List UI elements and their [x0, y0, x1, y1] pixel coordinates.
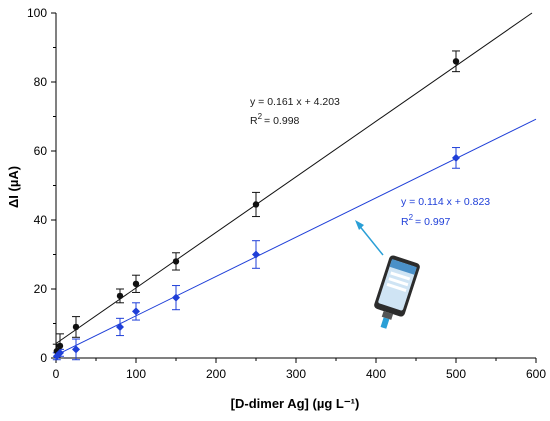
blue-data-point [452, 153, 460, 162]
x-tick-label: 300 [286, 367, 306, 381]
x-axis-ticks: 0 100 200 300 400 500 600 [53, 358, 546, 381]
pointer-arrow [355, 220, 384, 256]
blue-data-point [172, 293, 180, 302]
black-fit-line [55, 12, 533, 344]
black-data-point [116, 292, 124, 300]
blue-data-point [72, 345, 80, 354]
x-tick-label: 500 [446, 367, 466, 381]
blue-fit-equation: y = 0.114 x + 0.823 [401, 196, 490, 208]
smartphone-icon [374, 255, 420, 329]
blue-data-point [56, 348, 64, 357]
black-data-point [72, 323, 80, 331]
data-points [52, 58, 460, 361]
fit-lines [55, 12, 537, 356]
y-tick-label: 100 [27, 6, 47, 20]
black-data-point [172, 258, 180, 265]
blue-data-point [116, 322, 124, 331]
x-tick-label: 200 [206, 367, 226, 381]
blue-data-point [132, 307, 140, 316]
blue-fit-r2: R2 = 0.997 [401, 213, 451, 228]
y-tick-label: 0 [40, 351, 47, 365]
black-data-point [252, 201, 260, 208]
blue-fit-line [55, 118, 537, 356]
black-data-point [56, 342, 64, 350]
black-data-point [132, 280, 140, 288]
y-tick-label: 80 [34, 75, 48, 89]
y-tick-label: 40 [34, 213, 48, 227]
y-axis-label: ΔI (µA) [6, 166, 21, 208]
black-fit-equation: y = 0.161 x + 4.203 [250, 96, 340, 108]
x-tick-label: 100 [126, 367, 146, 381]
black-fit-r2: R2 = 0.998 [250, 112, 300, 127]
axes [55, 13, 536, 359]
x-tick-label: 400 [366, 367, 386, 381]
x-axis-label: [D-dimer Ag] (µg L⁻¹) [231, 396, 360, 411]
x-tick-label: 0 [53, 367, 60, 381]
x-tick-label: 600 [526, 367, 546, 381]
y-axis-ticks: 0 20 40 60 80 100 [27, 6, 56, 365]
black-data-point [452, 58, 460, 65]
y-tick-label: 20 [34, 282, 48, 296]
y-tick-label: 60 [34, 144, 48, 158]
blue-data-point [252, 250, 260, 259]
